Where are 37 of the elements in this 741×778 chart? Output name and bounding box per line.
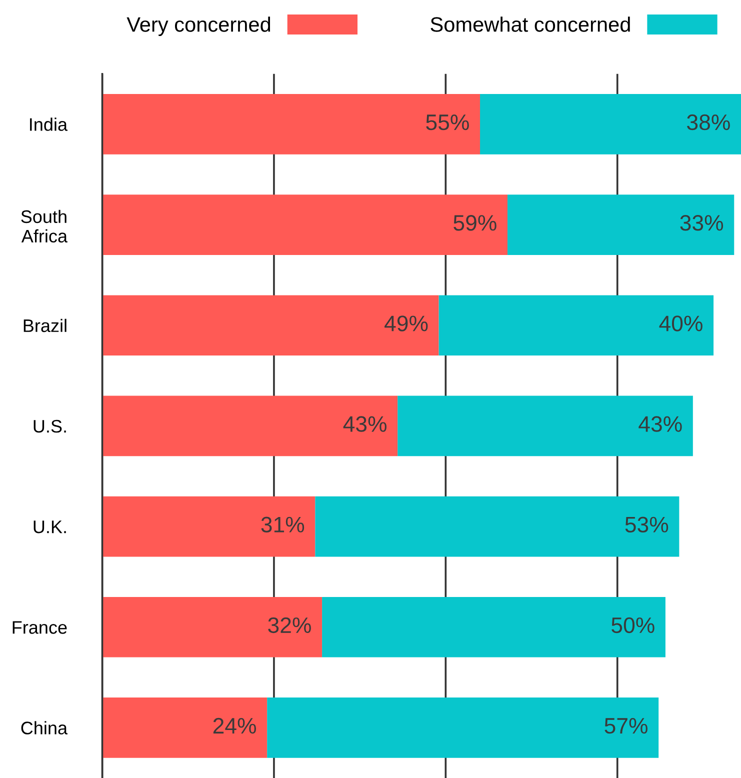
bar — [102, 295, 439, 356]
bar — [102, 698, 268, 758]
y-tick-label: India — [30, 118, 68, 131]
data-label: 50% — [612, 617, 654, 634]
y-tick-label: U.S. — [34, 420, 66, 433]
bar — [480, 94, 741, 154]
data-label: 31% — [261, 516, 304, 533]
data-label: 38% — [687, 114, 730, 130]
y-tick-label: France — [12, 621, 67, 634]
data-label: 57% — [604, 718, 648, 734]
bar — [398, 396, 693, 456]
bar — [102, 396, 398, 456]
data-label: 53% — [625, 516, 668, 533]
bar — [102, 596, 322, 658]
y-tick-label: China — [21, 721, 68, 734]
data-label: 33% — [680, 215, 724, 231]
y-tick-label: Brazil — [24, 318, 66, 332]
data-label: 59% — [454, 215, 496, 231]
y-tick-label: U.K. — [34, 520, 66, 534]
data-label: 49% — [384, 316, 428, 332]
y-tick-label: South Africa — [21, 210, 68, 243]
legend-label: Very concerned — [126, 16, 270, 36]
data-label: 43% — [638, 416, 682, 432]
bar — [102, 194, 508, 255]
bar — [315, 496, 680, 557]
bar — [438, 295, 714, 356]
bar — [322, 596, 666, 658]
legend-label: Somewhat concerned — [430, 16, 630, 32]
bar — [267, 698, 659, 758]
data-label: 32% — [268, 617, 311, 634]
bar — [507, 194, 734, 255]
bar — [102, 496, 316, 557]
data-label: 40% — [659, 316, 702, 332]
bar — [102, 94, 480, 154]
data-label: 55% — [426, 114, 469, 130]
data-label: 24% — [213, 718, 256, 734]
data-label: 43% — [343, 416, 386, 432]
